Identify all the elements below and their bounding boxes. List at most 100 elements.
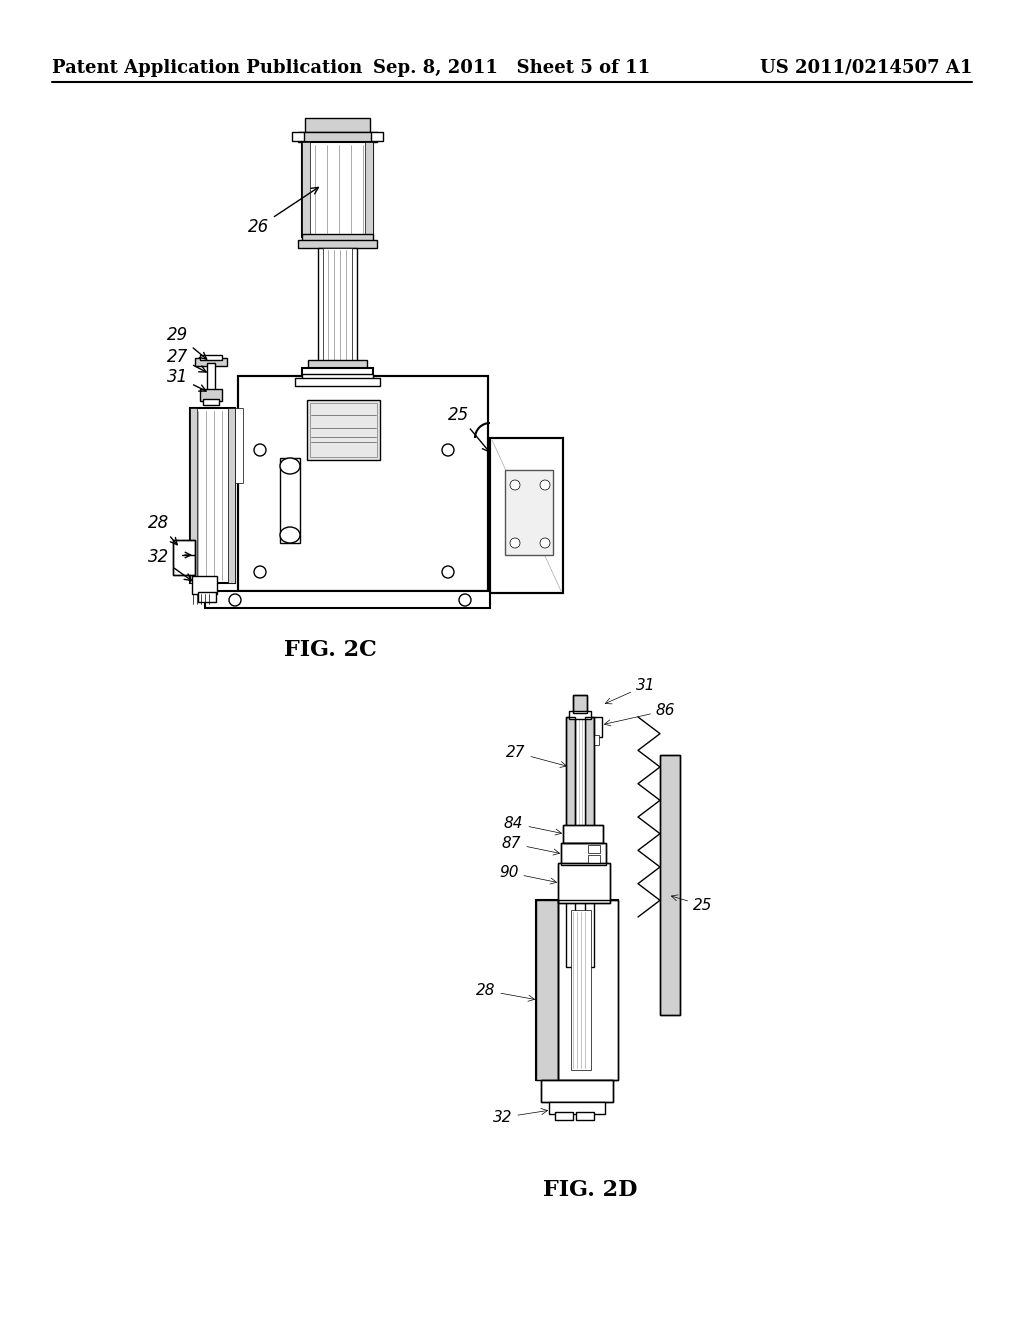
Bar xyxy=(594,735,599,744)
Bar xyxy=(490,438,563,593)
Bar xyxy=(566,717,575,968)
Bar xyxy=(190,408,234,583)
Bar xyxy=(200,355,222,360)
Bar xyxy=(193,576,217,594)
Text: 28: 28 xyxy=(148,513,177,545)
Text: 27: 27 xyxy=(506,744,566,767)
Text: 31: 31 xyxy=(605,678,655,704)
Bar xyxy=(566,717,575,968)
Bar xyxy=(563,825,603,843)
Bar xyxy=(660,755,680,1015)
Bar xyxy=(205,591,490,609)
Bar xyxy=(541,1080,613,1102)
Bar xyxy=(371,132,383,141)
Circle shape xyxy=(510,539,520,548)
Text: 26: 26 xyxy=(248,187,318,236)
Bar xyxy=(561,843,606,865)
Text: Patent Application Publication: Patent Application Publication xyxy=(52,59,362,77)
Bar xyxy=(660,755,680,1015)
Bar xyxy=(173,540,195,576)
Ellipse shape xyxy=(280,527,300,543)
Bar xyxy=(541,1080,613,1102)
Bar xyxy=(555,1111,573,1119)
Bar xyxy=(585,717,594,968)
Circle shape xyxy=(540,539,550,548)
Bar xyxy=(173,540,195,576)
Bar xyxy=(573,696,587,713)
Bar xyxy=(573,696,587,713)
Text: 28: 28 xyxy=(476,983,535,1002)
Circle shape xyxy=(442,566,454,578)
Bar xyxy=(541,1080,613,1102)
Bar xyxy=(198,591,216,602)
Bar xyxy=(566,717,575,968)
Bar xyxy=(308,360,367,370)
Bar xyxy=(558,863,610,903)
Bar xyxy=(660,755,680,1015)
Text: 29: 29 xyxy=(167,326,207,359)
Text: Sep. 8, 2011   Sheet 5 of 11: Sep. 8, 2011 Sheet 5 of 11 xyxy=(374,59,650,77)
Bar xyxy=(490,438,563,593)
Ellipse shape xyxy=(280,458,300,474)
Bar xyxy=(558,900,618,1080)
Bar xyxy=(561,843,606,865)
Bar xyxy=(549,1102,605,1114)
Bar xyxy=(302,368,373,376)
Bar xyxy=(536,900,558,1080)
Bar xyxy=(292,132,304,141)
Bar xyxy=(207,363,215,391)
Circle shape xyxy=(442,444,454,455)
Bar xyxy=(302,374,373,380)
Text: FIG. 2C: FIG. 2C xyxy=(284,639,377,661)
Bar xyxy=(195,358,227,366)
Bar xyxy=(573,696,587,713)
Bar xyxy=(563,825,603,843)
Bar xyxy=(302,234,373,244)
Bar xyxy=(558,863,610,903)
Circle shape xyxy=(459,594,471,606)
Bar xyxy=(585,717,594,968)
Bar xyxy=(298,240,377,248)
Text: 31: 31 xyxy=(167,368,206,391)
Text: US 2011/0214507 A1: US 2011/0214507 A1 xyxy=(760,59,972,77)
Bar xyxy=(594,717,602,737)
Bar xyxy=(298,132,377,143)
Bar xyxy=(563,825,603,843)
Bar xyxy=(173,540,195,576)
Text: 25: 25 xyxy=(449,407,489,451)
Bar xyxy=(190,408,197,583)
Bar xyxy=(536,900,558,1080)
Text: 87: 87 xyxy=(502,836,559,855)
Bar xyxy=(302,143,373,238)
Circle shape xyxy=(510,480,520,490)
Text: 90: 90 xyxy=(499,865,556,884)
Bar xyxy=(585,717,594,968)
Bar xyxy=(238,376,488,591)
Bar xyxy=(238,376,488,591)
Bar xyxy=(365,143,373,238)
Bar xyxy=(310,403,377,457)
Bar xyxy=(536,900,558,1080)
Text: 32: 32 xyxy=(493,1109,548,1125)
Text: 32: 32 xyxy=(148,548,191,581)
Text: FIG. 2D: FIG. 2D xyxy=(543,1179,637,1201)
Bar xyxy=(305,117,370,132)
Bar xyxy=(575,1111,594,1119)
Bar xyxy=(588,855,600,863)
Bar xyxy=(558,863,610,903)
Bar xyxy=(569,711,591,719)
Bar xyxy=(203,399,219,405)
Circle shape xyxy=(254,444,266,455)
Bar xyxy=(318,248,357,363)
Text: 84: 84 xyxy=(504,816,561,836)
Bar xyxy=(234,408,243,483)
Bar xyxy=(302,143,310,238)
Bar xyxy=(200,389,222,401)
Bar xyxy=(536,900,618,1080)
Circle shape xyxy=(540,480,550,490)
Bar xyxy=(571,909,591,1071)
Text: 86: 86 xyxy=(604,704,676,726)
Bar xyxy=(228,408,234,583)
Bar xyxy=(323,248,352,363)
Bar xyxy=(558,900,618,1080)
